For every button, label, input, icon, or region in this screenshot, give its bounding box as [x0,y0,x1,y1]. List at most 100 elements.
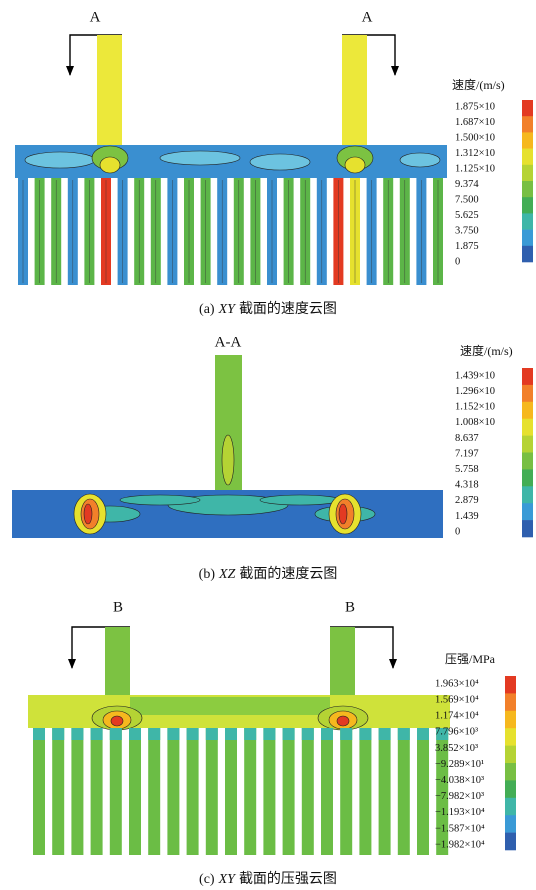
region [283,728,295,740]
region [52,728,64,740]
colorbar-band [505,676,516,694]
colorbar-band [505,711,516,729]
legend-label: 1.296×10 [455,386,495,397]
channel [71,728,83,855]
section-label: B [345,599,355,615]
contour [84,504,92,524]
channel [52,728,64,855]
region [321,728,333,740]
colorbar-band [522,116,533,133]
legend-label: −1.587×10⁴ [435,823,485,834]
colorbar-band [522,385,533,402]
legend-label: 1.439 [455,511,479,522]
colorbar-band [522,100,533,117]
legend-label: 8.637 [455,433,479,444]
colorbar-band [522,436,533,453]
section-label: B [113,599,123,615]
region [167,728,179,740]
contour [339,504,347,524]
section-label: A-A [215,334,242,350]
legend-label: 1.875×10 [455,101,495,112]
legend-label: 3.750 [455,225,479,236]
region [148,728,160,740]
colorbar-band [505,728,516,746]
channel [359,728,371,855]
colorbar-band [522,419,533,436]
legend-label: −7.982×10³ [435,791,484,802]
colorbar-band [522,402,533,419]
channel [398,728,410,855]
colorbar-band [522,230,533,247]
region [187,728,199,740]
legend-label: 1.174×10⁴ [435,711,479,722]
legend-label: 7.796×10³ [435,727,478,738]
colorbar-band [505,798,516,816]
legend-label: 5.758 [455,464,479,475]
caption-text: 截面的速度云图 [239,566,337,582]
region [379,728,391,740]
colorbar-band [522,149,533,166]
legend-label: −1.193×10⁴ [435,807,485,818]
region [225,728,237,740]
figure: AA速度/(m/s)1.875×101.687×101.500×101.312×… [0,0,536,890]
inlet-pipe [342,35,367,147]
channel [33,728,45,855]
legend-label: 7.500 [455,194,479,205]
legend-label: 1.152×10 [455,402,495,413]
legend-label: 2.879 [455,495,479,506]
legend-label: 0 [455,256,460,267]
legend-label: 4.318 [455,480,479,491]
channel [148,728,160,855]
colorbar-band [522,246,533,262]
section-label: A [362,9,373,25]
colorbar-band [522,520,533,537]
legend-title: 压强/MPa [445,652,496,666]
channel [206,728,218,855]
contour [345,157,365,173]
contour [111,716,123,726]
legend-title: 速度/(m/s) [460,343,513,358]
contour [400,153,440,167]
legend-label: 1.008×10 [455,417,495,428]
colorbar-band [522,181,533,198]
legend-label: 5.625 [455,210,479,221]
channel [302,728,314,855]
legend-label: 1.312×10 [455,148,495,159]
contour [25,152,95,168]
legend-label: 1.500×10 [455,132,495,143]
legend-label: 7.197 [455,448,479,459]
channel [244,728,256,855]
region [91,728,103,740]
caption-plane: XY [218,302,238,317]
inlet-pipe [97,35,122,147]
legend-label: 1.875 [455,241,479,252]
channel [321,728,333,855]
legend-label: −9.289×10¹ [435,759,484,770]
region [110,728,122,740]
colorbar-band [522,197,533,214]
legend-label: 0 [455,526,460,537]
channel [110,728,122,855]
colorbar-band [522,503,533,520]
colorbar-band [505,746,516,764]
colorbar-band [522,469,533,486]
colorbar-band [505,833,516,851]
region [302,728,314,740]
colorbar-band [505,815,516,833]
caption-plane: XZ [218,567,236,582]
colorbar-band [522,368,533,385]
colorbar-band [522,486,533,503]
inlet-pipe [330,627,355,697]
region [244,728,256,740]
channel [283,728,295,855]
section-label: A [90,9,101,25]
legend-title: 速度/(m/s) [452,77,505,92]
region [263,728,275,740]
caption-label: (a) [199,302,215,317]
caption-plane: XY [218,872,238,887]
legend-label: 1.963×10⁴ [435,678,479,689]
caption-text: 截面的压强云图 [239,871,337,887]
channel [187,728,199,855]
contour [250,154,310,170]
